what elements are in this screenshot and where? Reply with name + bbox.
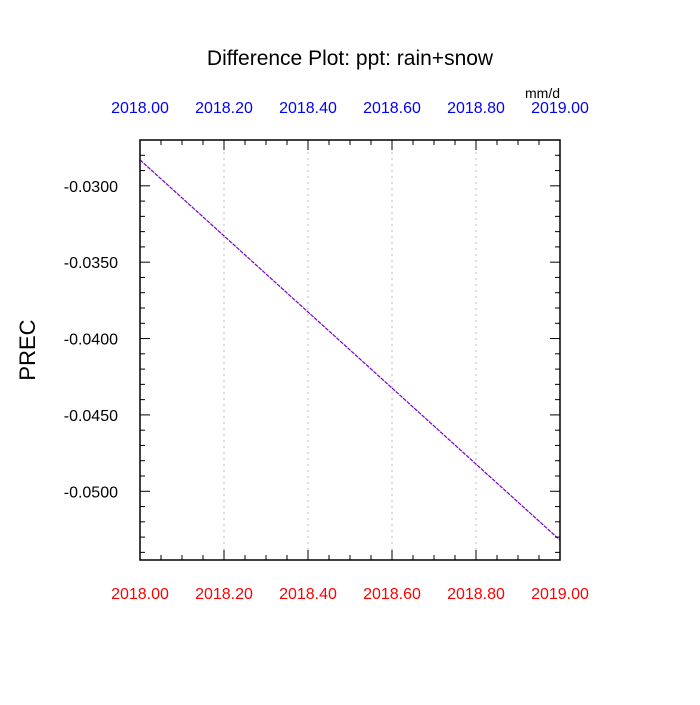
y-axis-label: PREC: [15, 319, 40, 380]
units-label: mm/d: [525, 85, 560, 101]
x-tick-label-top: 2018.40: [279, 100, 337, 117]
series-line: [139, 159, 561, 541]
x-tick-label-top: 2018.00: [111, 100, 169, 117]
chart-title: Difference Plot: ppt: rain+snow: [207, 47, 494, 70]
y-tick-label: -0.0300: [64, 179, 118, 196]
y-tick-label: -0.0400: [64, 332, 118, 349]
x-tick-label-bottom: 2018.00: [111, 586, 169, 603]
x-tick-label-bottom: 2019.00: [531, 586, 589, 603]
x-tick-label-bottom: 2018.80: [447, 586, 505, 603]
x-tick-label-top: 2019.00: [531, 100, 589, 117]
y-tick-label: -0.0450: [64, 408, 118, 425]
y-tick-label: -0.0350: [64, 255, 118, 272]
x-tick-label-top: 2018.60: [363, 100, 421, 117]
x-tick-label-bottom: 2018.20: [195, 586, 253, 603]
x-tick-label-top: 2018.20: [195, 100, 253, 117]
tick-layer: 2018.00 2018.00 2018.20 2018.20 2018.40 2018.…: [64, 100, 589, 603]
x-tick-label-top: 2018.80: [447, 100, 505, 117]
grid-layer: [223, 140, 477, 560]
series-layer: [139, 159, 561, 541]
x-tick-label-bottom: 2018.60: [363, 586, 421, 603]
x-tick-label-bottom: 2018.40: [279, 586, 337, 603]
y-tick-label: -0.0500: [64, 484, 118, 501]
